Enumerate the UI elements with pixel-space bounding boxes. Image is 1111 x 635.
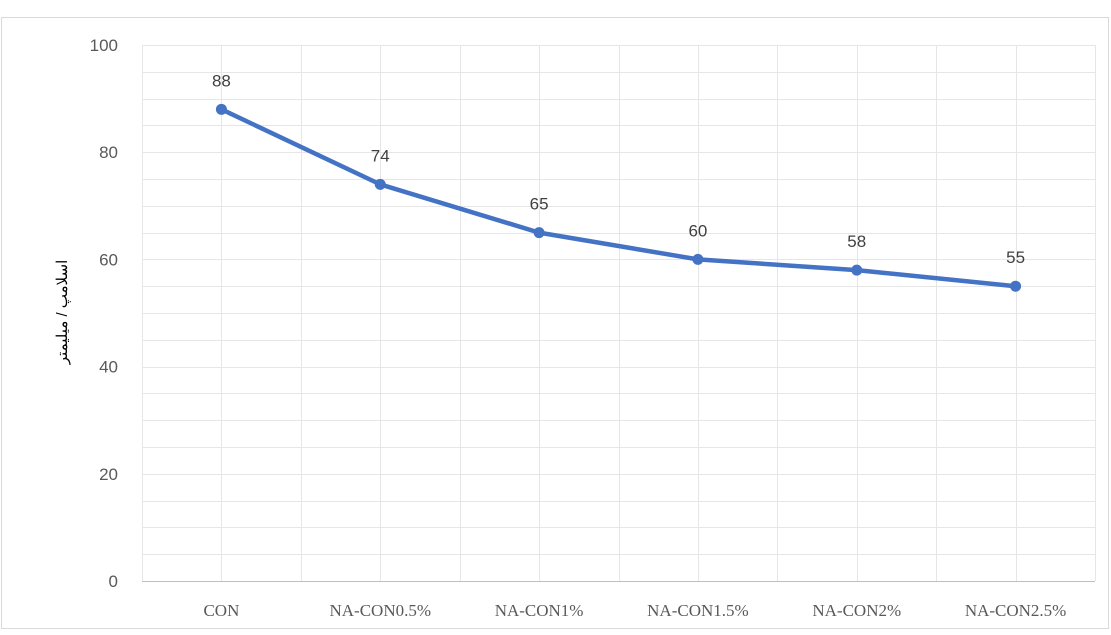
data-label: 58 <box>847 232 866 251</box>
x-axis-ticks: CON NA-CON0.5% NA-CON1% NA-CON1.5% NA-CON2% N… <box>203 601 1066 620</box>
x-tick-label: NA-CON1% <box>495 601 584 620</box>
data-labels: 88 74 65 60 58 55 <box>212 71 1025 267</box>
data-point <box>374 178 386 190</box>
y-tick-label: 40 <box>99 358 118 377</box>
data-label: 55 <box>1006 248 1025 267</box>
data-point <box>692 253 704 265</box>
y-tick-label: 20 <box>99 465 118 484</box>
y-tick-label: 100 <box>90 36 118 55</box>
data-point <box>215 103 227 115</box>
chart-border <box>1 17 1109 629</box>
x-tick-label: CON <box>203 601 239 620</box>
x-tick-label: NA-CON0.5% <box>329 601 431 620</box>
data-point <box>1010 280 1022 292</box>
data-point <box>851 264 863 276</box>
x-tick-label: NA-CON2.5% <box>965 601 1067 620</box>
data-label: 74 <box>371 146 390 165</box>
series-layer <box>215 103 1022 292</box>
y-axis-title: اسلامپ / میلیمتر <box>54 260 71 365</box>
data-point <box>533 227 545 239</box>
y-tick-label: 80 <box>99 143 118 162</box>
data-label: 88 <box>212 71 231 90</box>
y-tick-label: 0 <box>109 572 118 591</box>
data-label: 60 <box>688 221 707 240</box>
y-tick-label: 60 <box>99 250 118 269</box>
gridlines <box>142 45 1096 582</box>
series-line <box>219 107 1018 289</box>
x-tick-label: NA-CON2% <box>812 601 901 620</box>
y-axis-ticks: 0 20 40 60 80 100 <box>90 36 118 591</box>
data-label: 65 <box>530 195 549 214</box>
x-tick-label: NA-CON1.5% <box>647 601 749 620</box>
